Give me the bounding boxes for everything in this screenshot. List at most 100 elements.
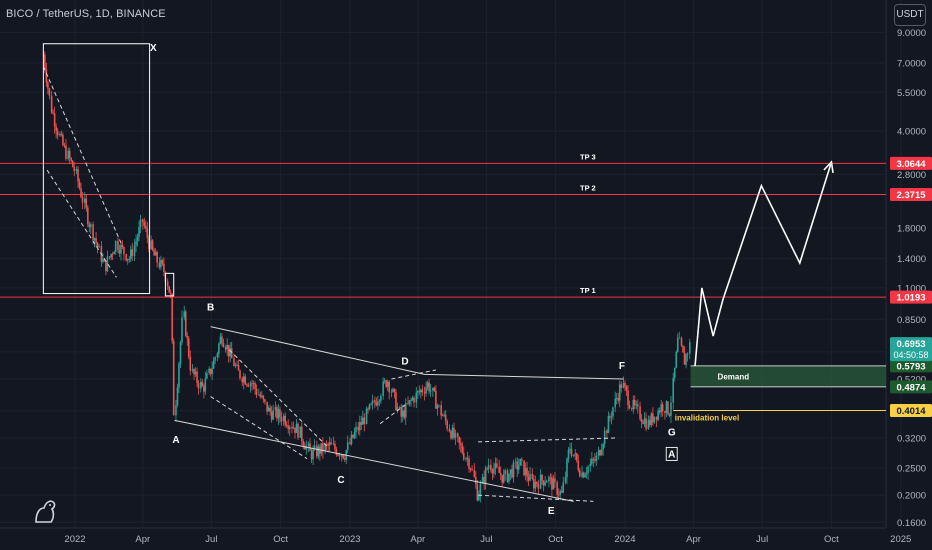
candle-body bbox=[216, 353, 219, 358]
candle-body bbox=[237, 364, 240, 371]
candle-body bbox=[574, 453, 577, 455]
candle-body bbox=[541, 474, 543, 481]
candle-body bbox=[676, 338, 679, 352]
candle-body bbox=[647, 419, 650, 429]
candle-body bbox=[128, 258, 131, 260]
candle-body bbox=[476, 484, 479, 501]
candle-body bbox=[425, 387, 427, 394]
candle-body bbox=[211, 368, 213, 375]
candle-body bbox=[328, 442, 331, 446]
candle-body bbox=[393, 388, 396, 393]
candle-body bbox=[73, 167, 76, 172]
candle-body bbox=[77, 169, 79, 182]
price-axis-label: 0.5200 bbox=[897, 374, 926, 385]
candle-body bbox=[411, 397, 414, 401]
candle-body bbox=[655, 416, 658, 420]
candle-body bbox=[407, 402, 409, 404]
candle-body bbox=[549, 477, 552, 479]
candle-body bbox=[172, 340, 175, 416]
candle-body bbox=[146, 228, 149, 238]
candle-body bbox=[324, 444, 326, 452]
candle-body bbox=[600, 450, 603, 455]
candle-body bbox=[264, 399, 266, 402]
candle-body bbox=[212, 360, 215, 369]
candle-body bbox=[614, 398, 617, 408]
candle-body bbox=[133, 245, 136, 256]
candle-body bbox=[408, 400, 411, 404]
current-price-tag: 0.6953 bbox=[896, 339, 925, 350]
candle-body bbox=[151, 240, 154, 250]
candle-body bbox=[377, 401, 379, 406]
candle-body bbox=[118, 250, 121, 254]
candle-body bbox=[388, 381, 390, 393]
candle-body bbox=[156, 251, 158, 263]
candle-body bbox=[346, 442, 349, 451]
candle-body bbox=[67, 150, 70, 160]
candle-body bbox=[102, 259, 104, 262]
candle-body bbox=[236, 364, 238, 366]
candle-body bbox=[633, 399, 636, 406]
candle-body bbox=[441, 415, 444, 417]
candle-body bbox=[673, 367, 676, 378]
level-price-tag-bg bbox=[890, 156, 932, 170]
candle-body bbox=[371, 400, 374, 404]
wave-label: A bbox=[668, 449, 675, 460]
time-axis-label: 2022 bbox=[64, 534, 85, 545]
candle-body bbox=[688, 342, 691, 354]
wave-label: C bbox=[337, 475, 344, 486]
candle-body bbox=[672, 377, 675, 403]
candle-body bbox=[229, 348, 232, 357]
candle-body bbox=[166, 281, 169, 287]
candle-body bbox=[158, 262, 161, 268]
candle-body bbox=[111, 253, 114, 255]
candle-body bbox=[632, 399, 635, 410]
candle-body bbox=[572, 454, 575, 457]
candle-body bbox=[453, 427, 455, 438]
candle-body bbox=[483, 476, 485, 484]
candle-body bbox=[657, 410, 659, 420]
time-axis: 2022 Apr Jul Oct 2023 Apr Jul Oct 2024 Apr Jul Oct 2… bbox=[64, 534, 911, 545]
candle-body bbox=[357, 426, 360, 431]
candle-body bbox=[163, 263, 165, 273]
logo-eye bbox=[49, 504, 51, 506]
wave-label: A bbox=[172, 435, 179, 446]
candle-body bbox=[50, 95, 53, 113]
candle-body bbox=[494, 463, 497, 469]
candle-body bbox=[625, 386, 628, 391]
candle-body bbox=[218, 343, 220, 354]
level-price-tag: 3.0644 bbox=[896, 159, 926, 170]
candle-body bbox=[661, 404, 664, 412]
candle-body bbox=[282, 415, 285, 422]
candle-body bbox=[168, 286, 170, 293]
candle-body bbox=[360, 422, 363, 425]
candle-body bbox=[291, 426, 293, 429]
time-axis-label: 2024 bbox=[614, 534, 635, 545]
candle-body bbox=[139, 219, 142, 227]
candle-body bbox=[313, 445, 316, 450]
currency-unit-button[interactable]: USDT bbox=[894, 4, 926, 26]
candle-body bbox=[334, 443, 336, 450]
candle-body bbox=[436, 405, 439, 409]
candle-body bbox=[142, 219, 144, 223]
candle-body bbox=[392, 388, 394, 392]
candle-body bbox=[534, 481, 537, 489]
candle-body bbox=[161, 260, 164, 264]
candle-body bbox=[302, 440, 305, 446]
candle-body bbox=[670, 402, 672, 416]
candle-body bbox=[358, 422, 361, 431]
candle-body bbox=[362, 417, 364, 425]
candle-body bbox=[186, 335, 189, 339]
candle-body bbox=[353, 432, 356, 438]
candle-body bbox=[183, 311, 186, 318]
candle-body bbox=[160, 260, 162, 268]
level-price-tag: 2.3715 bbox=[896, 190, 926, 201]
candle-body bbox=[153, 249, 155, 256]
candle-body bbox=[332, 443, 335, 445]
time-axis-label: Apr bbox=[686, 534, 701, 545]
candle-body bbox=[417, 391, 419, 393]
candle-body bbox=[622, 383, 625, 388]
candle-body bbox=[47, 82, 49, 89]
candle-body bbox=[653, 416, 656, 423]
candle-body bbox=[512, 462, 515, 478]
